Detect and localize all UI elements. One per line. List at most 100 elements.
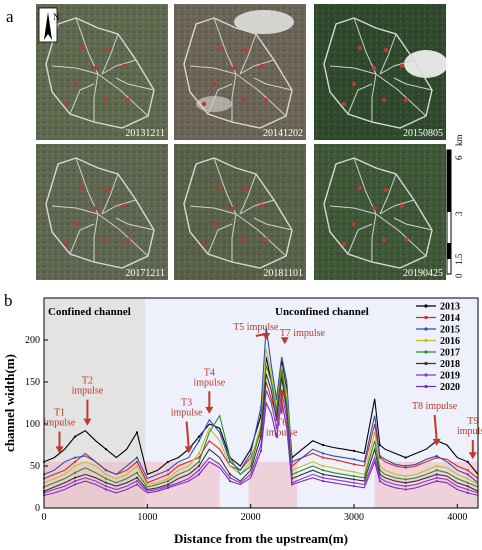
data-point bbox=[166, 483, 170, 486]
scale-tick-1: 1.5 bbox=[454, 253, 464, 265]
y-tick-label: 200 bbox=[25, 335, 40, 346]
data-point bbox=[197, 460, 201, 463]
annotation-text: impulse bbox=[72, 386, 104, 397]
series-line-2015 bbox=[43, 327, 479, 484]
data-point bbox=[228, 464, 232, 468]
scale-unit: km bbox=[454, 134, 464, 146]
watershed-outline bbox=[45, 157, 155, 269]
data-point bbox=[73, 483, 77, 486]
data-point bbox=[435, 454, 438, 458]
data-point bbox=[228, 456, 232, 459]
scale-tick-2: 3 bbox=[454, 211, 464, 216]
scale-bar: 0 1.5 3 6 km bbox=[446, 134, 464, 278]
data-point bbox=[197, 452, 201, 455]
data-point bbox=[321, 464, 325, 468]
image-date: 20181101 bbox=[263, 268, 303, 279]
data-point bbox=[352, 458, 356, 461]
data-point bbox=[104, 488, 108, 491]
data-point bbox=[321, 480, 325, 483]
data-point bbox=[404, 474, 407, 478]
series-line-2018 bbox=[43, 373, 479, 492]
annotation-text: T7 impulse bbox=[280, 328, 326, 339]
data-point bbox=[275, 435, 278, 438]
image-date: 20131211 bbox=[125, 128, 165, 139]
annotation-text: T1 bbox=[54, 408, 65, 419]
satellite-image: 20150805 bbox=[314, 4, 448, 140]
image-date: 20190425 bbox=[403, 268, 443, 279]
highlight-band bbox=[44, 461, 220, 508]
satellite-image: 20141202 bbox=[174, 4, 306, 140]
x-axis-label: Distance from the upstream(m) bbox=[174, 531, 348, 546]
data-point bbox=[321, 473, 325, 476]
watershed-outline bbox=[323, 17, 433, 129]
plot-frame bbox=[43, 297, 479, 509]
annotation-text: T2 bbox=[82, 376, 93, 387]
annotation-text: impulse bbox=[193, 377, 225, 388]
data-point bbox=[104, 448, 108, 451]
data-point bbox=[135, 460, 139, 463]
data-point bbox=[378, 456, 381, 459]
data-point bbox=[166, 480, 170, 483]
annotation-text: impulse bbox=[171, 408, 203, 419]
annotation-text: impulse bbox=[44, 418, 76, 429]
data-point bbox=[73, 471, 77, 474]
data-point bbox=[166, 486, 170, 489]
data-point bbox=[104, 469, 108, 472]
data-point bbox=[466, 491, 469, 494]
annotation-text: T6 bbox=[276, 418, 287, 429]
data-point bbox=[435, 480, 438, 483]
data-point bbox=[404, 485, 407, 488]
data-point bbox=[404, 488, 407, 491]
arrow-icon bbox=[205, 406, 214, 414]
data-point bbox=[352, 481, 356, 484]
satellite-image: 20171211 bbox=[36, 144, 168, 280]
x-tick-label: 3000 bbox=[344, 512, 364, 523]
data-point bbox=[228, 480, 232, 483]
data-point bbox=[104, 485, 108, 488]
legend-entry: 2018 bbox=[440, 359, 460, 370]
data-point bbox=[435, 464, 438, 468]
data-point bbox=[435, 473, 438, 476]
watershed-outline bbox=[45, 17, 155, 129]
data-point bbox=[378, 480, 381, 483]
data-point bbox=[197, 473, 201, 476]
data-point bbox=[197, 435, 201, 438]
data-point bbox=[197, 464, 201, 468]
data-point bbox=[166, 477, 170, 480]
data-point bbox=[228, 476, 232, 479]
data-point bbox=[352, 485, 356, 488]
highlight-band bbox=[248, 461, 298, 508]
data-point bbox=[135, 431, 139, 434]
impulse-annotation: T9impulse bbox=[457, 416, 482, 460]
annotation-text: T4 bbox=[204, 367, 215, 378]
data-point bbox=[104, 473, 108, 476]
north-arrow-icon: N bbox=[38, 7, 60, 43]
data-point bbox=[321, 469, 325, 472]
impulse-annotation: T7 impulse bbox=[280, 328, 326, 345]
data-point bbox=[73, 435, 77, 438]
legend-entry: 2015 bbox=[440, 325, 460, 336]
x-tick-label: 1000 bbox=[137, 512, 157, 523]
watershed-outline bbox=[323, 157, 433, 269]
data-point bbox=[466, 481, 469, 484]
data-point bbox=[135, 483, 139, 486]
arrow-icon bbox=[83, 418, 92, 426]
panel-a: a 20131211 20141202 20150805 20171211 201811… bbox=[6, 4, 464, 280]
legend-entry: 2016 bbox=[440, 336, 460, 347]
satellite-image: 20181101 bbox=[174, 144, 306, 280]
data-point bbox=[404, 456, 407, 459]
arrow-icon bbox=[468, 452, 477, 460]
series-line-2017 bbox=[43, 365, 479, 488]
data-point bbox=[352, 463, 356, 466]
data-point bbox=[466, 469, 469, 472]
image-date: 20141202 bbox=[263, 128, 303, 139]
data-point bbox=[73, 460, 77, 463]
legend-entry: 2017 bbox=[440, 348, 460, 359]
arrow-icon bbox=[55, 446, 64, 454]
data-point bbox=[104, 477, 108, 480]
data-point bbox=[435, 469, 438, 472]
